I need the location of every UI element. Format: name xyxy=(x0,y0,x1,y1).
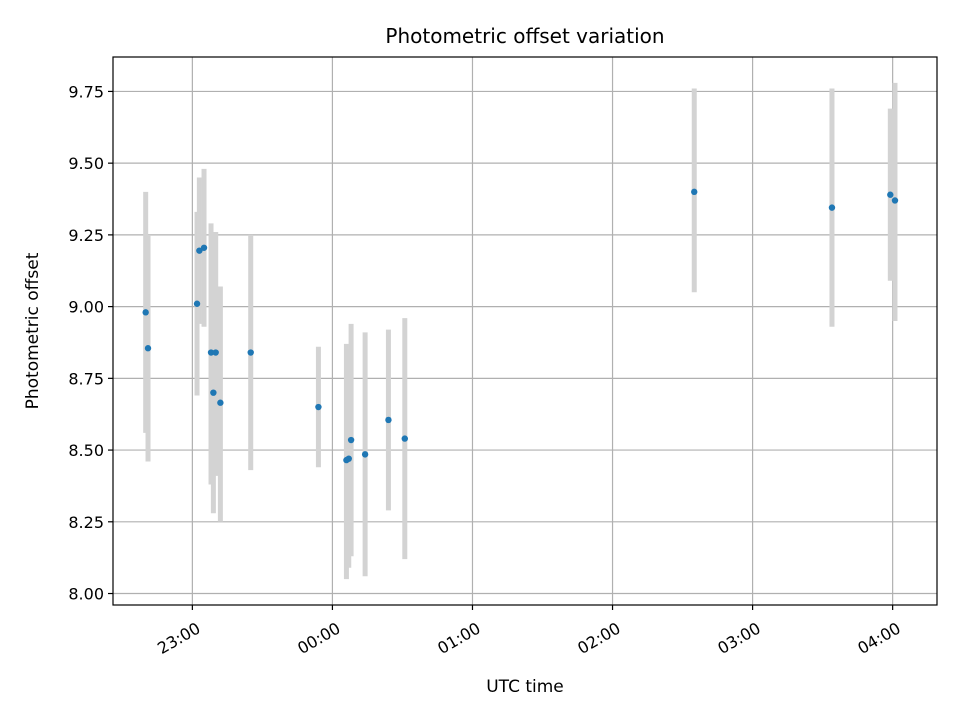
data-point xyxy=(345,455,352,462)
x-axis-title: UTC time xyxy=(486,677,564,697)
data-point xyxy=(361,451,369,458)
data-point xyxy=(247,349,254,356)
data-point xyxy=(210,389,217,396)
data-point xyxy=(207,349,215,356)
y-tick-label: 9.25 xyxy=(68,226,104,245)
y-tick-label: 8.00 xyxy=(68,585,104,604)
y-tick-label: 8.75 xyxy=(68,369,104,388)
data-point xyxy=(142,309,149,316)
data-point xyxy=(200,244,208,251)
data-point xyxy=(144,345,152,352)
data-point xyxy=(212,349,219,356)
y-tick-label: 9.50 xyxy=(68,154,104,173)
plot-frame xyxy=(112,56,938,606)
y-tick-label: 9.00 xyxy=(68,298,104,317)
y-tick-label: 8.25 xyxy=(68,513,104,532)
data-points xyxy=(142,188,899,464)
data-point xyxy=(828,204,836,211)
data-point xyxy=(193,300,201,307)
data-point xyxy=(347,436,355,444)
data-point xyxy=(196,247,203,254)
data-point xyxy=(691,188,698,196)
data-point xyxy=(315,403,322,411)
chart-title: Photometric offset variation xyxy=(385,24,664,48)
data-point xyxy=(401,435,408,442)
data-point xyxy=(891,197,899,204)
y-axis-ticks: 8.00 8.25 8.50 8.75 9.00 9.25 9.50 9.75 xyxy=(68,82,113,604)
y-tick-label: 8.50 xyxy=(68,441,104,460)
data-point xyxy=(887,191,894,198)
y-axis-title: Photometric offset xyxy=(23,252,43,409)
data-point xyxy=(217,399,224,406)
data-point xyxy=(385,416,392,424)
y-tick-label: 9.75 xyxy=(68,82,104,101)
